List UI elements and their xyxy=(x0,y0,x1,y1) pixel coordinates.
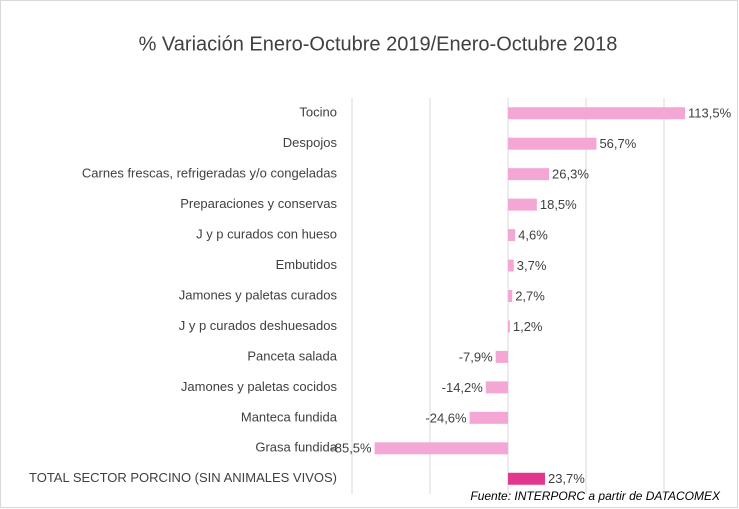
value-label: 26,3% xyxy=(552,167,589,182)
bar xyxy=(508,290,513,302)
category-label: Manteca fundida xyxy=(241,409,338,424)
bar xyxy=(374,442,508,455)
bar xyxy=(508,259,514,272)
value-label: 2,7% xyxy=(515,288,545,303)
category-label: Preparaciones y conservas xyxy=(180,196,337,211)
bar xyxy=(485,381,508,394)
category-label: Carnes frescas, refrigeradas y/o congela… xyxy=(82,166,338,181)
category-label: Grasa fundida xyxy=(255,440,337,455)
category-label: TOTAL SECTOR PORCINO (SIN ANIMALES VIVOS… xyxy=(29,470,337,485)
value-label: 1,2% xyxy=(513,319,543,334)
value-label: -7,9% xyxy=(459,349,493,364)
value-label: 3,7% xyxy=(517,258,547,273)
value-label: 56,7% xyxy=(599,136,636,151)
value-label: 18,5% xyxy=(540,197,577,212)
category-label: J y p curados deshuesados xyxy=(179,318,338,333)
bar xyxy=(508,198,537,211)
bar xyxy=(508,229,516,242)
category-label: Panceta salada xyxy=(247,348,337,363)
value-label: -85,5% xyxy=(330,441,372,456)
bar xyxy=(469,411,508,424)
bar xyxy=(508,472,545,485)
value-label: 23,7% xyxy=(548,471,585,486)
category-label: J y p curados con hueso xyxy=(196,227,337,242)
category-label: Embutidos xyxy=(276,257,338,272)
category-label: Jamones y paletas curados xyxy=(179,287,338,302)
category-label: Tocino xyxy=(299,105,337,120)
value-label: -14,2% xyxy=(442,380,484,395)
category-label: Jamones y paletas cocidos xyxy=(181,379,338,394)
value-label: -24,6% xyxy=(425,410,467,425)
chart-title: % Variación Enero-Octubre 2019/Enero-Oct… xyxy=(139,33,618,55)
value-label: 113,5% xyxy=(688,106,732,121)
bar xyxy=(508,137,597,150)
value-label: 4,6% xyxy=(518,228,548,243)
bar xyxy=(508,107,686,120)
source-note: Fuente: INTERPORC a partir de DATACOMEX xyxy=(470,489,721,503)
bar xyxy=(495,350,508,363)
bar xyxy=(508,320,510,333)
category-label: Despojos xyxy=(283,135,338,150)
bar xyxy=(508,168,550,181)
